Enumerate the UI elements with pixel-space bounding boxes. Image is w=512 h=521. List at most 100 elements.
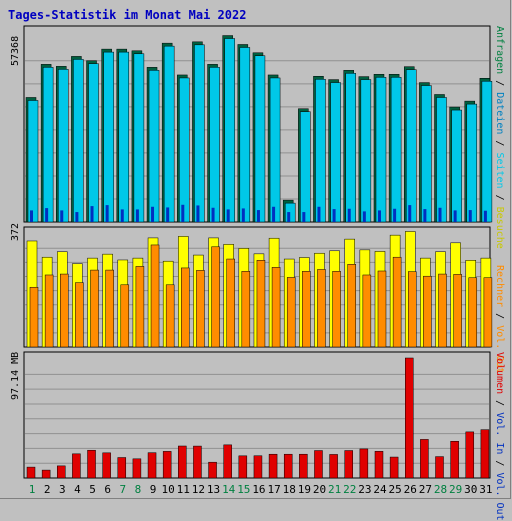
legend-item-1-2: Vol. Out (494, 325, 505, 374)
bar-volumen-day-3 (57, 465, 66, 479)
bar-volumen-day-6 (102, 452, 111, 479)
bar-seiten-day-18 (287, 212, 291, 222)
bar-rechner-day-3 (60, 273, 69, 348)
bar-volumen-day-8 (132, 458, 142, 479)
bar-volumen-day-10 (162, 451, 172, 479)
chart-frame (0, 0, 511, 499)
bar-seiten-day-11 (181, 204, 185, 222)
bar-seiten-day-7 (120, 209, 124, 222)
bar-volumen-day-20 (314, 450, 323, 479)
bar-rechner-day-10 (165, 284, 175, 348)
bar-dateien-day-14 (224, 38, 235, 223)
day-label-15: 15 (237, 483, 250, 496)
bar-dateien-day-6 (103, 51, 114, 223)
bar-seiten-day-21 (332, 209, 336, 222)
legend-hits-label: Anfragen / Dateien / Seiten / Besuche (494, 26, 505, 249)
bar-rechner-day-20 (317, 269, 326, 348)
day-label-11: 11 (177, 483, 190, 496)
day-label-14: 14 (222, 483, 236, 496)
bar-seiten-day-15 (241, 208, 245, 222)
bar-seiten-day-14 (226, 209, 230, 222)
day-label-19: 19 (298, 483, 311, 496)
legend-item-0-2: Dateien (494, 92, 505, 135)
bar-volumen-day-26 (405, 357, 414, 479)
bar-rechner-day-2 (44, 274, 54, 348)
bar-volumen-day-14 (223, 444, 232, 479)
bar-rechner-day-1 (29, 286, 39, 348)
day-label-28: 28 (434, 483, 447, 496)
bar-rechner-day-21 (332, 271, 341, 348)
bar-dateien-day-19 (300, 111, 311, 223)
bar-rechner-day-23 (362, 274, 372, 348)
bar-seiten-day-4 (75, 212, 79, 222)
bar-seiten-day-26 (408, 205, 412, 222)
day-label-12: 12 (192, 483, 205, 496)
day-label-26: 26 (404, 483, 417, 496)
bar-rechner-day-31 (483, 277, 493, 348)
bar-seiten-day-25 (393, 208, 397, 222)
bar-seiten-day-9 (151, 206, 155, 222)
bar-volumen-day-29 (450, 440, 459, 479)
legend-item-0-5: / (494, 188, 505, 207)
bar-rechner-day-12 (196, 270, 205, 348)
bar-volumen-day-13 (208, 461, 217, 479)
bar-rechner-day-16 (256, 260, 266, 348)
day-label-24: 24 (373, 483, 387, 496)
day-label-27: 27 (419, 483, 432, 496)
bar-dateien-day-3 (58, 69, 69, 223)
bar-volumen-day-30 (465, 431, 475, 479)
bar-rechner-day-22 (347, 264, 356, 348)
bar-rechner-day-13 (211, 246, 220, 348)
day-label-7: 7 (119, 483, 126, 496)
bar-dateien-day-11 (179, 77, 190, 223)
bar-seiten-day-13 (211, 207, 215, 222)
bar-seiten-day-23 (362, 211, 366, 222)
day-label-21: 21 (328, 483, 341, 496)
legend-item-0-0: Anfragen (494, 26, 505, 75)
bar-seiten-day-17 (272, 206, 276, 222)
legend-item-2-0: Volumen (494, 352, 505, 395)
bar-rechner-day-26 (408, 271, 417, 348)
bar-dateien-day-21 (330, 82, 341, 223)
bar-rechner-day-27 (423, 275, 432, 348)
bar-volumen-day-18 (283, 453, 293, 479)
bar-dateien-day-8 (133, 53, 145, 223)
legend-item-2-1: / (494, 394, 505, 413)
bar-rechner-day-4 (75, 282, 84, 348)
legend-item-0-1: / (494, 74, 505, 93)
bar-volumen-day-22 (344, 450, 353, 479)
bar-dateien-day-10 (163, 45, 175, 223)
bar-volumen-day-4 (72, 453, 81, 479)
bar-seiten-day-22 (347, 208, 351, 222)
bar-dateien-day-13 (209, 67, 220, 223)
day-label-20: 20 (313, 483, 326, 496)
bar-rechner-day-14 (226, 258, 235, 348)
day-label-1: 1 (29, 483, 36, 496)
bar-volumen-day-9 (147, 452, 157, 479)
bar-seiten-day-6 (105, 205, 109, 222)
bar-rechner-day-24 (377, 270, 387, 348)
bar-rechner-day-11 (181, 267, 190, 348)
day-label-25: 25 (388, 483, 401, 496)
day-label-3: 3 (59, 483, 66, 496)
bar-dateien-day-24 (375, 77, 387, 223)
bar-dateien-day-9 (148, 70, 160, 223)
bar-dateien-day-22 (345, 73, 356, 223)
legend-item-0-6: Besuche (494, 206, 505, 249)
day-label-31: 31 (479, 483, 492, 496)
bar-dateien-day-30 (466, 103, 478, 223)
bar-seiten-day-28 (438, 207, 442, 222)
day-label-6: 6 (104, 483, 111, 496)
bar-dateien-day-28 (436, 97, 447, 223)
bar-seiten-day-29 (453, 210, 457, 222)
bar-rechner-day-18 (286, 277, 296, 348)
day-label-22: 22 (343, 483, 356, 496)
bar-volumen-day-1 (26, 466, 36, 479)
bar-dateien-day-5 (88, 63, 99, 223)
day-label-10: 10 (162, 483, 175, 496)
bar-rechner-day-30 (468, 277, 478, 348)
bar-rechner-day-29 (453, 274, 462, 348)
bar-rechner-day-28 (438, 273, 447, 348)
chart-title: Tages-Statistik im Monat Mai 2022 (8, 8, 247, 22)
bar-seiten-day-1 (30, 210, 33, 222)
